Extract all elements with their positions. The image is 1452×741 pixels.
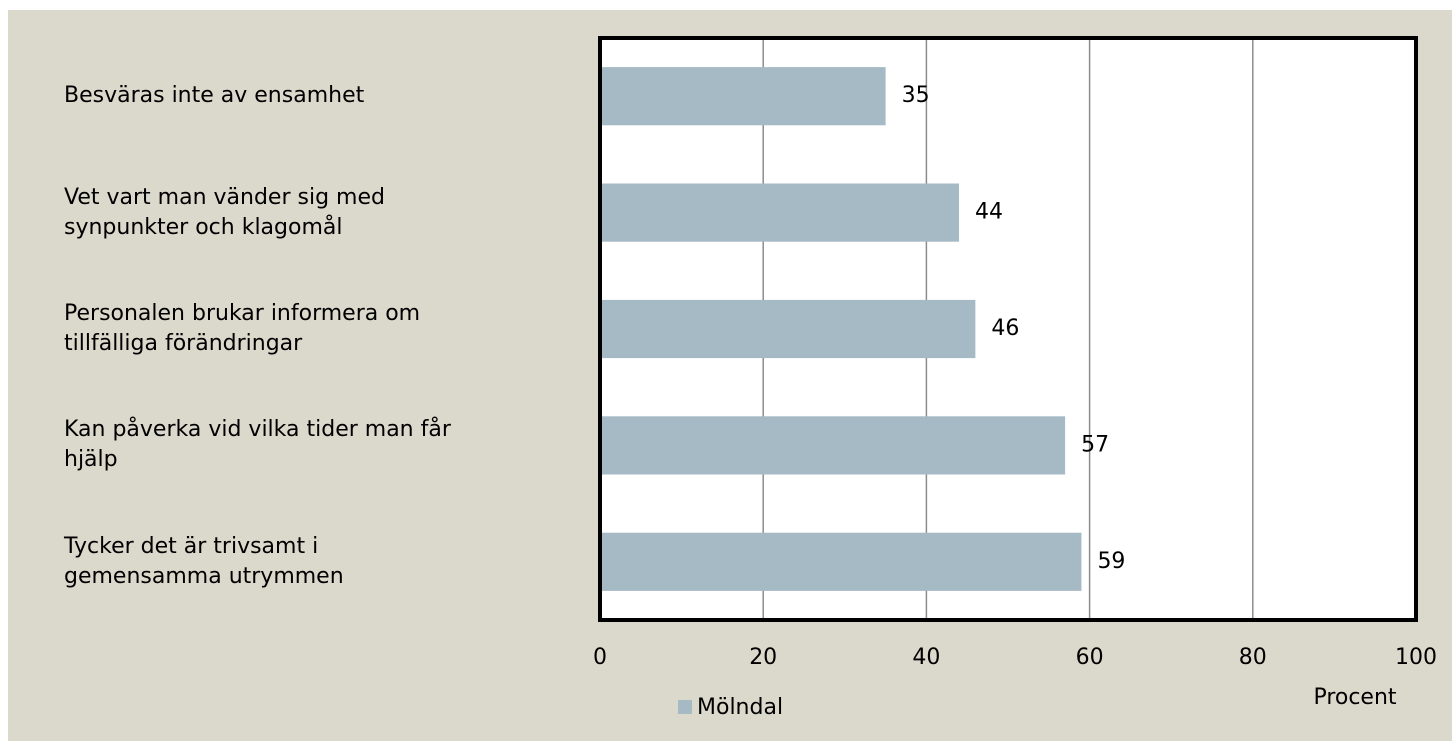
bar <box>600 532 1082 591</box>
value-label: 59 <box>1097 549 1125 574</box>
category-label: Vet vart man vänder sig med synpunkter o… <box>64 184 385 240</box>
bar <box>600 299 976 359</box>
value-label: 44 <box>975 200 1003 225</box>
bar <box>600 183 960 242</box>
value-label: 46 <box>991 316 1019 341</box>
category-label: Personalen brukar informera om tillfälli… <box>64 301 421 356</box>
x-tick-label: 80 <box>1239 645 1267 670</box>
bar <box>600 416 1066 475</box>
x-tick-label: 20 <box>749 645 777 670</box>
bars <box>600 67 1082 591</box>
value-label: 35 <box>902 83 930 108</box>
x-tick-label: 100 <box>1395 645 1437 670</box>
x-tick-label: 0 <box>593 645 607 670</box>
category-label: Kan påverka vid vilka tider man får hjäl… <box>64 417 451 473</box>
category-label: Tycker det är trivsamt i gemensamma utry… <box>64 533 344 589</box>
x-tick-label: 40 <box>912 645 940 670</box>
x-tick-label: 60 <box>1076 645 1104 670</box>
legend-swatch <box>678 700 692 714</box>
value-label: 57 <box>1081 432 1109 457</box>
x-axis-label: Procent <box>1313 685 1396 710</box>
category-label: Besväras inte av ensamhet <box>64 83 365 109</box>
bar <box>600 67 886 126</box>
plot-border <box>598 36 1418 622</box>
legend-label: Mölndal <box>697 695 783 720</box>
